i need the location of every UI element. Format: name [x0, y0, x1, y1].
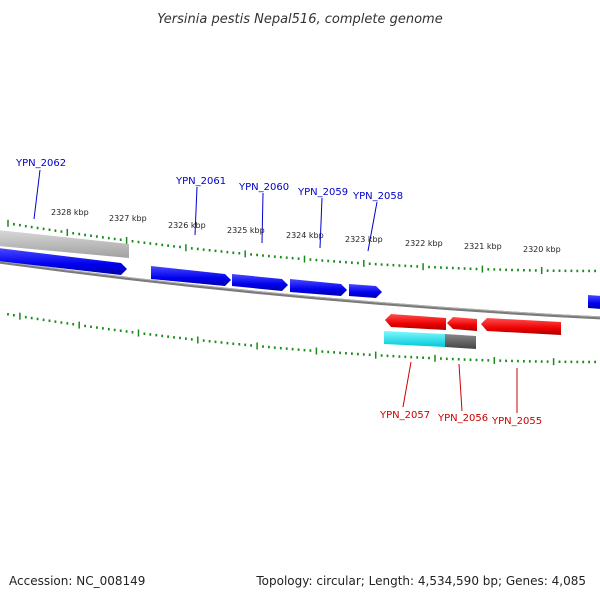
gene-arrow-ypn-2062[interactable]	[0, 248, 127, 275]
topology-summary: Topology: circular; Length: 4,534,590 bp…	[256, 574, 586, 588]
leader-lines-reverse	[402, 361, 518, 413]
gene-labels-reverse: YPN_2057 YPN_2056 YPN_2055	[379, 410, 542, 427]
kbp-label: 2322 kbp	[405, 239, 443, 248]
map-title: Yersinia pestis Nepal516, complete genom…	[157, 12, 442, 27]
kbp-label: 2323 kbp	[345, 235, 383, 244]
kbp-label: 2324 kbp	[286, 231, 324, 240]
accession-text: Accession: NC_008149	[9, 574, 146, 588]
genome-backbone	[0, 260, 600, 320]
leader-lines-forward	[33, 169, 378, 252]
gene-arrow-ypn-2060[interactable]	[232, 274, 288, 291]
genome-backbone-highlight	[0, 260, 600, 318]
kbp-label: 2327 kbp	[109, 214, 147, 223]
kbp-labels: 2328 kbp 2327 kbp 2326 kbp 2325 kbp 2324…	[51, 208, 561, 254]
gray-feature	[0, 230, 129, 258]
kbp-label: 2325 kbp	[227, 226, 265, 235]
gene-label-ypn-2057[interactable]: YPN_2057	[379, 410, 430, 421]
gene-arrow-ypn-2056[interactable]	[447, 317, 477, 331]
gene-label-ypn-2061[interactable]: YPN_2061	[175, 176, 226, 187]
tick-row-upper	[7, 219, 596, 274]
gene-label-ypn-2058[interactable]: YPN_2058	[352, 191, 403, 202]
gene-labels-forward: YPN_2062 YPN_2061 YPN_2060 YPN_2059 YPN_…	[15, 158, 403, 202]
kbp-label: 2321 kbp	[464, 242, 502, 251]
gene-arrow-ypn-2061[interactable]	[151, 266, 231, 286]
gene-label-ypn-2059[interactable]: YPN_2059	[297, 187, 348, 198]
gene-label-ypn-2055[interactable]: YPN_2055	[491, 416, 542, 427]
gene-label-ypn-2062[interactable]: YPN_2062	[15, 158, 66, 169]
gene-arrow-ypn-2059[interactable]	[290, 279, 347, 296]
gene-box-dark[interactable]	[445, 334, 476, 349]
gene-label-ypn-2060[interactable]: YPN_2060	[238, 182, 289, 193]
kbp-label: 2320 kbp	[523, 245, 561, 254]
gene-arrow-ypn-2055[interactable]	[481, 318, 561, 335]
kbp-label: 2328 kbp	[51, 208, 89, 217]
tick-row-lower	[7, 312, 596, 366]
gene-arrow-ypn-2058[interactable]	[349, 284, 382, 298]
gene-box-ypn-2057[interactable]	[384, 331, 445, 347]
gene-arrow-red-1[interactable]	[385, 314, 446, 330]
kbp-label: 2326 kbp	[168, 221, 206, 230]
gene-arrow-partial-right[interactable]	[588, 295, 600, 309]
gene-label-ypn-2056[interactable]: YPN_2056	[437, 413, 488, 424]
